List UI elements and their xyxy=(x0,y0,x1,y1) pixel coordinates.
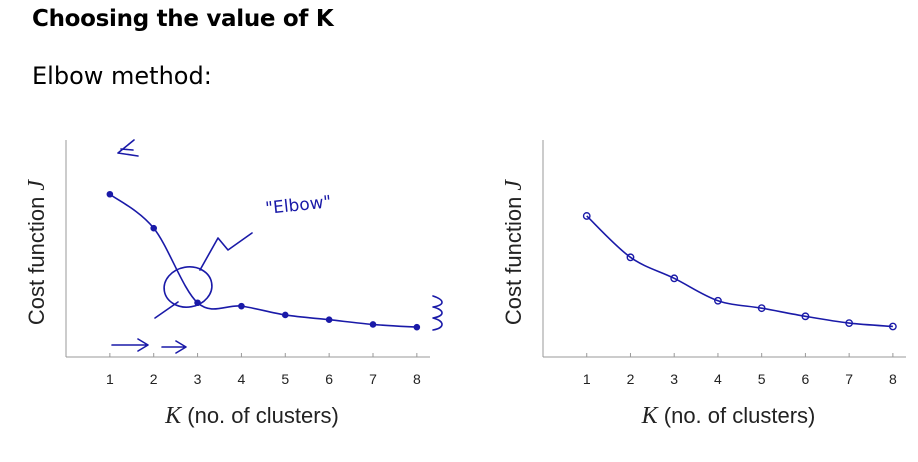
x-tick-label: 6 xyxy=(325,371,333,387)
x-tick-label: 1 xyxy=(583,371,591,387)
series-line xyxy=(109,193,417,328)
y-axis-text: Cost function xyxy=(501,191,526,326)
data-point xyxy=(670,274,679,283)
x-tick-label: 6 xyxy=(802,371,810,387)
x-tick-label: 1 xyxy=(106,371,114,387)
x-tick-label: 8 xyxy=(413,371,421,387)
slide-title: Choosing the value of K xyxy=(32,6,334,32)
data-point xyxy=(757,304,766,313)
x-tick-label: 5 xyxy=(758,371,766,387)
data-point xyxy=(845,319,854,327)
x-tick-label: 4 xyxy=(714,371,722,387)
x-tick-label: 2 xyxy=(150,371,158,387)
x-tick-label: 7 xyxy=(369,371,377,387)
x-axis-variable: K xyxy=(641,403,660,429)
data-point xyxy=(801,312,810,321)
data-point xyxy=(626,253,635,262)
y-axis-label: Cost function J xyxy=(501,179,527,326)
k-arrow-annotation xyxy=(117,139,139,157)
elbow-circle-annotation xyxy=(163,266,213,308)
data-point xyxy=(281,311,289,319)
data-point xyxy=(369,321,377,328)
x-tick-label: 3 xyxy=(670,371,678,387)
series-line xyxy=(586,215,893,328)
y-axis-variable: J xyxy=(24,179,50,191)
data-point xyxy=(413,323,421,331)
x-tick-label: 2 xyxy=(627,371,635,387)
data-point xyxy=(714,296,722,305)
data-point xyxy=(106,190,114,198)
data-point xyxy=(150,224,158,232)
slash-annotation xyxy=(154,301,179,319)
x-axis-text: (no. of clusters) xyxy=(181,403,339,428)
x-tick-label: 7 xyxy=(845,371,853,387)
x-axis-variable: K xyxy=(164,403,183,429)
data-point xyxy=(325,316,333,324)
elbow-pointer-annotation xyxy=(199,232,253,271)
x-tick-label: 3 xyxy=(194,371,202,387)
x-tick-label: 5 xyxy=(281,371,289,387)
omega-annotation xyxy=(432,295,443,331)
data-point xyxy=(582,212,591,220)
y-axis-text: Cost function xyxy=(24,191,49,326)
x-axis-label: K (no. of clusters) xyxy=(641,403,816,429)
x-axis-text: (no. of clusters) xyxy=(658,403,816,428)
data-point xyxy=(238,302,245,310)
x-tick-label: 8 xyxy=(889,371,897,387)
x-axis-label: K (no. of clusters) xyxy=(164,403,339,429)
slide-subtitle: Elbow method: xyxy=(32,62,212,90)
arrows-annotation xyxy=(111,338,187,354)
y-axis-variable: J xyxy=(501,179,527,191)
x-tick-label: 4 xyxy=(238,371,246,387)
data-point xyxy=(888,322,897,331)
y-axis-label: Cost function J xyxy=(24,179,50,326)
